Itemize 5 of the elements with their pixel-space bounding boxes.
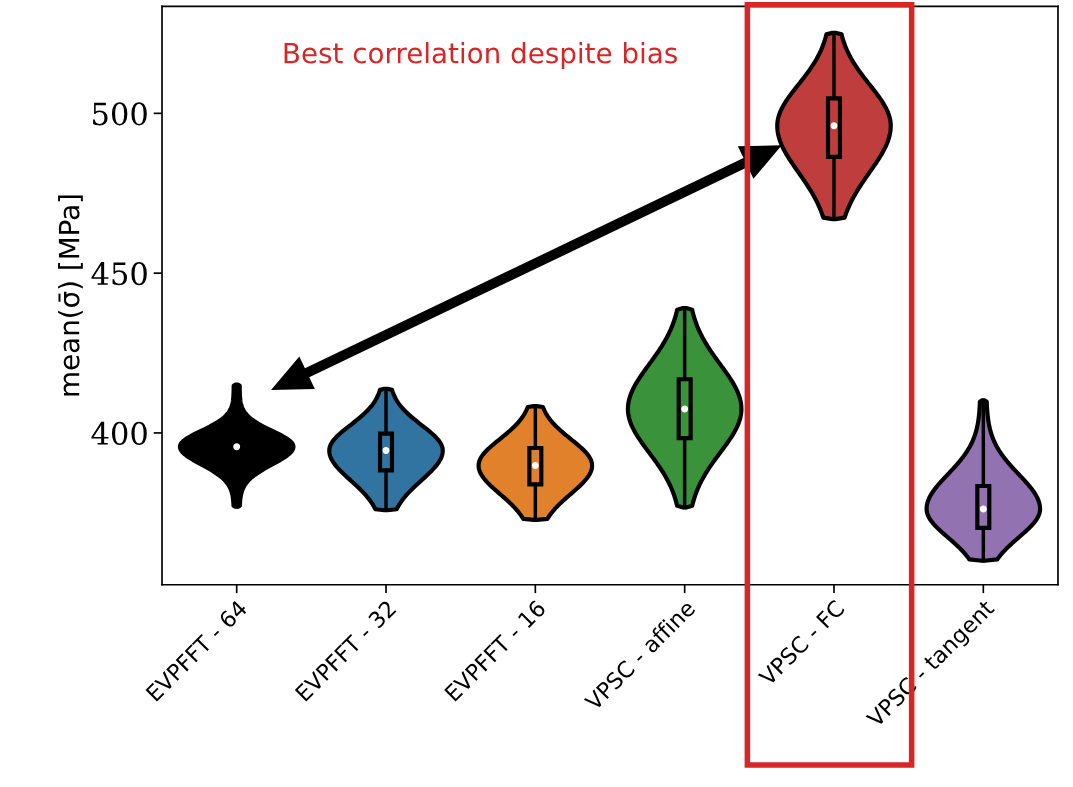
annotation: Best correlation despite bias (284, 42, 677, 69)
y-tick-label: 450 (91, 262, 147, 286)
y-tick-label: 500 (93, 102, 147, 126)
y-tick-label: 400 (91, 421, 147, 445)
y-axis-title: mean(σ̄) [MPa] (58, 195, 83, 396)
